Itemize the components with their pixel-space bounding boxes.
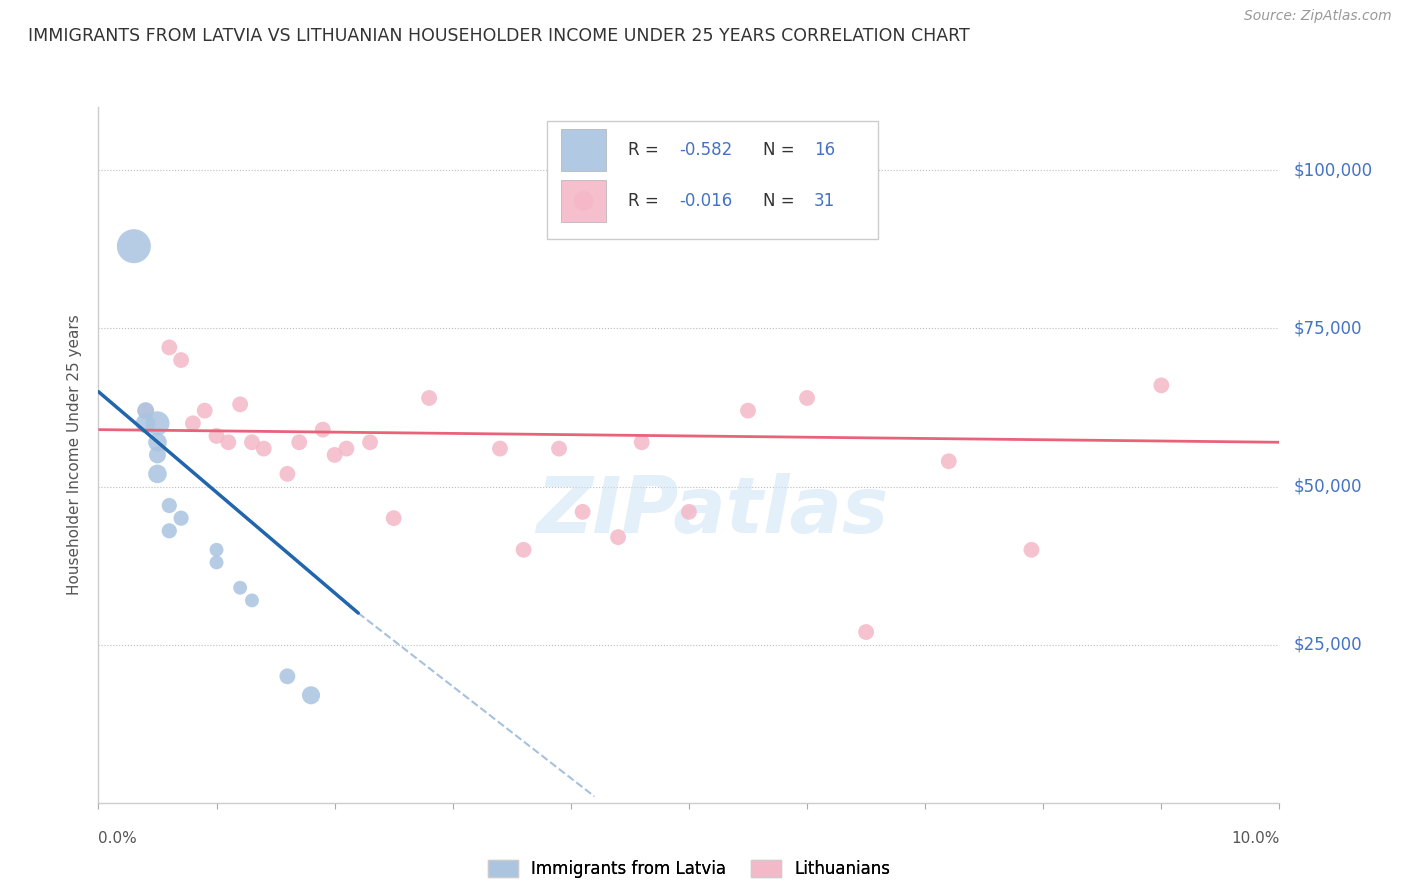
Point — [335, 442, 357, 456]
Text: R =: R = — [627, 141, 664, 159]
Point — [1021, 542, 1043, 557]
Text: $75,000: $75,000 — [1294, 319, 1362, 337]
FancyBboxPatch shape — [547, 121, 877, 239]
Point — [205, 429, 228, 443]
Text: -0.582: -0.582 — [679, 141, 733, 159]
Point — [737, 403, 759, 417]
Point — [630, 435, 652, 450]
Point — [678, 505, 700, 519]
Point — [122, 239, 145, 253]
Point — [418, 391, 440, 405]
Point — [299, 688, 322, 702]
Point — [489, 442, 512, 456]
Text: $100,000: $100,000 — [1294, 161, 1372, 179]
Text: N =: N = — [763, 141, 800, 159]
Point — [229, 397, 252, 411]
Point — [276, 467, 298, 481]
Point — [276, 669, 298, 683]
Point — [312, 423, 335, 437]
Point — [135, 403, 157, 417]
Point — [240, 435, 263, 450]
Point — [1150, 378, 1173, 392]
Point — [146, 435, 169, 450]
Text: $25,000: $25,000 — [1294, 636, 1362, 654]
Text: N =: N = — [763, 192, 800, 210]
Point — [146, 467, 169, 481]
FancyBboxPatch shape — [561, 180, 606, 222]
Point — [205, 556, 228, 570]
FancyBboxPatch shape — [561, 129, 606, 171]
Point — [571, 505, 593, 519]
Point — [170, 353, 193, 368]
Point — [170, 511, 193, 525]
Text: ZIPatlas: ZIPatlas — [537, 473, 889, 549]
Point — [157, 524, 180, 538]
Point — [217, 435, 239, 450]
Text: 0.0%: 0.0% — [98, 830, 138, 846]
Point — [253, 442, 276, 456]
Point — [181, 417, 204, 431]
Point — [938, 454, 960, 468]
Point — [512, 542, 534, 557]
Point — [855, 625, 877, 640]
Y-axis label: Householder Income Under 25 years: Householder Income Under 25 years — [67, 315, 83, 595]
Point — [157, 499, 180, 513]
Point — [157, 340, 180, 354]
Point — [382, 511, 405, 525]
Text: 16: 16 — [814, 141, 835, 159]
Point — [323, 448, 346, 462]
Point — [194, 403, 217, 417]
Point — [548, 442, 571, 456]
Point — [229, 581, 252, 595]
Point — [135, 403, 157, 417]
Text: 31: 31 — [814, 192, 835, 210]
Text: R =: R = — [627, 192, 664, 210]
Point — [607, 530, 630, 544]
Text: Source: ZipAtlas.com: Source: ZipAtlas.com — [1244, 9, 1392, 23]
Point — [146, 417, 169, 431]
Point — [359, 435, 381, 450]
Legend: Immigrants from Latvia, Lithuanians: Immigrants from Latvia, Lithuanians — [488, 860, 890, 878]
Point — [796, 391, 818, 405]
Point — [205, 542, 228, 557]
Text: IMMIGRANTS FROM LATVIA VS LITHUANIAN HOUSEHOLDER INCOME UNDER 25 YEARS CORRELATI: IMMIGRANTS FROM LATVIA VS LITHUANIAN HOU… — [28, 27, 970, 45]
Point — [240, 593, 263, 607]
Text: 10.0%: 10.0% — [1232, 830, 1279, 846]
Point — [135, 417, 157, 431]
Text: -0.016: -0.016 — [679, 192, 733, 210]
Point — [288, 435, 311, 450]
Point — [146, 448, 169, 462]
Text: $50,000: $50,000 — [1294, 477, 1362, 496]
